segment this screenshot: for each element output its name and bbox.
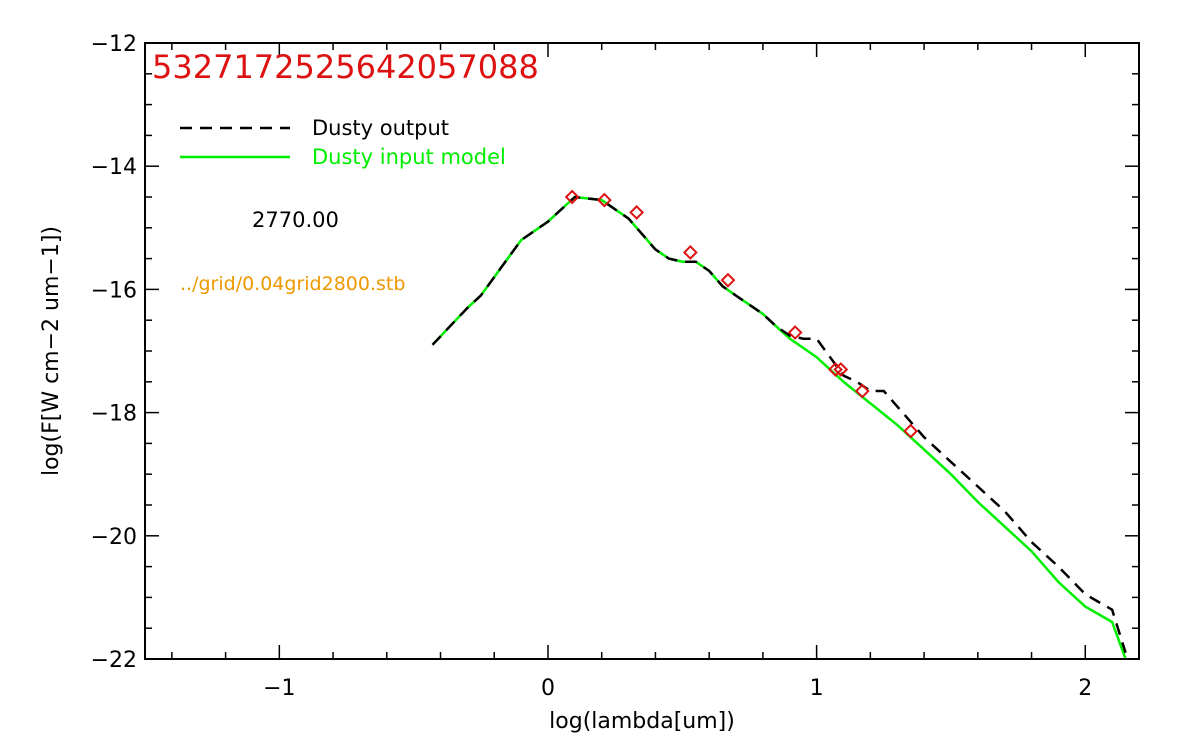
photometry-point [682, 245, 698, 260]
photometry-point [854, 383, 870, 399]
y-axis-title: log(F[W cm−2 um−1]) [39, 226, 64, 476]
x-tick-label: 0 [541, 676, 555, 701]
photometry-point [720, 272, 736, 288]
x-tick-label: 2 [1078, 676, 1092, 701]
legend: Dusty output Dusty input model [180, 116, 506, 169]
star-id-label: 5327172525642057088 [152, 48, 539, 86]
series-dusty-input [431, 195, 1127, 660]
photometry-point [629, 204, 645, 220]
photometry-point [833, 362, 849, 377]
series-layer [431, 195, 1127, 660]
photometry-point [564, 189, 580, 205]
y-tick-label: −18 [91, 402, 137, 427]
points-layer [564, 189, 919, 439]
series-dusty-output [431, 195, 1127, 654]
tick-labels: −1 0 1 2 −22 −20 −18 −16 −14 −12 [91, 32, 1093, 701]
axis-ticks [145, 43, 1140, 660]
plot-frame [144, 42, 1140, 660]
temperature-label: 2770.00 [252, 208, 339, 232]
photometry-point [903, 423, 919, 439]
y-tick-label: −16 [91, 278, 137, 303]
y-tick-label: −20 [91, 525, 137, 550]
x-tick-label: −1 [263, 676, 295, 701]
x-axis-title: log(lambda[um]) [549, 709, 735, 734]
photometry-point [596, 192, 612, 208]
y-tick-label: −22 [91, 648, 137, 673]
legend-label-input: Dusty input model [312, 145, 506, 169]
x-tick-label: 1 [810, 676, 824, 701]
y-tick-label: −14 [91, 155, 137, 180]
y-tick-label: −12 [91, 32, 137, 57]
photometry-point [787, 325, 803, 340]
grid-file-label: ../grid/0.04grid2800.stb [180, 273, 405, 295]
photometry-point [828, 362, 843, 377]
legend-label-output: Dusty output [312, 116, 449, 140]
